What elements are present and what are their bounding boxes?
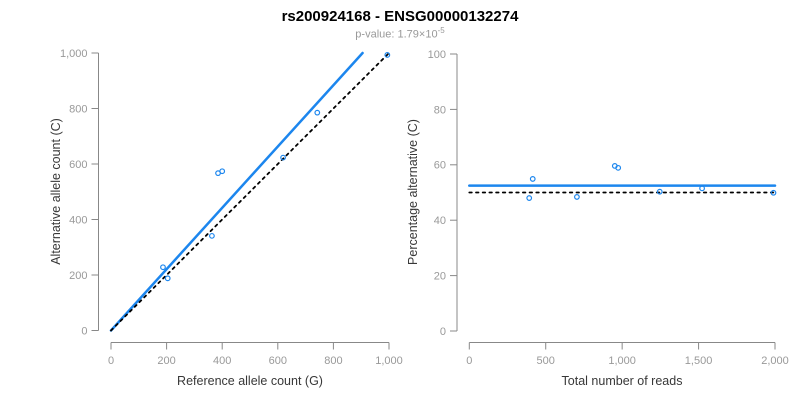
x-tick-label: 400 [213,355,231,367]
pvalue-text: p-value: 1.79×10 [355,28,438,41]
allele-counts-panel-x-axis-title: Reference allele count (G) [177,374,323,388]
x-tick-label: 1,500 [685,355,713,367]
data-point [280,154,286,161]
y-tick-label: 600 [69,159,87,171]
y-tick-label: 0 [81,325,87,337]
chart-title: rs200924168 - ENSG00000132274 [281,8,519,25]
y-tick-label: 800 [69,103,87,115]
x-tick-label: 1,000 [608,355,636,367]
identity-line [110,52,390,332]
y-tick-label: 20 [434,270,446,282]
data-point [384,52,391,58]
y-tick-label: 60 [434,160,446,172]
x-tick-label: 0 [108,355,114,367]
data-point [209,232,215,239]
data-point [770,189,777,196]
data-point [526,195,533,201]
data-point [314,109,321,116]
percentage-panel-x-axis-title: Total number of reads [562,374,683,388]
chart-subtitle: p-value: 1.79×10-5 [0,26,800,41]
y-tick-label: 1,000 [60,48,88,60]
x-tick-label: 600 [269,355,287,367]
y-tick-label: 200 [69,270,87,282]
x-tick-label: 2,000 [761,355,789,367]
data-point [219,168,226,175]
y-tick-label: 100 [428,49,446,61]
data-point [574,194,580,200]
y-tick-label: 40 [434,215,446,227]
y-tick-label: 400 [69,214,87,226]
x-tick-label: 800 [324,355,342,367]
fit-line [109,51,364,332]
data-point [160,264,166,271]
y-tick-label: 0 [440,326,446,338]
data-point [656,188,663,195]
data-point [699,185,705,192]
percentage-panel-y-axis-title: Percentage alternative (C) [406,119,420,265]
pvalue-exponent: -5 [437,26,445,35]
data-point [615,164,622,171]
y-tick-label: 80 [434,104,446,116]
x-tick-label: 0 [466,355,472,367]
x-tick-label: 1,000 [375,355,403,367]
x-tick-label: 500 [537,355,555,367]
data-point [529,176,536,182]
data-point [164,275,171,282]
x-tick-label: 200 [157,355,175,367]
allele-counts-panel-y-axis-title: Alternative allele count (C) [49,118,63,265]
